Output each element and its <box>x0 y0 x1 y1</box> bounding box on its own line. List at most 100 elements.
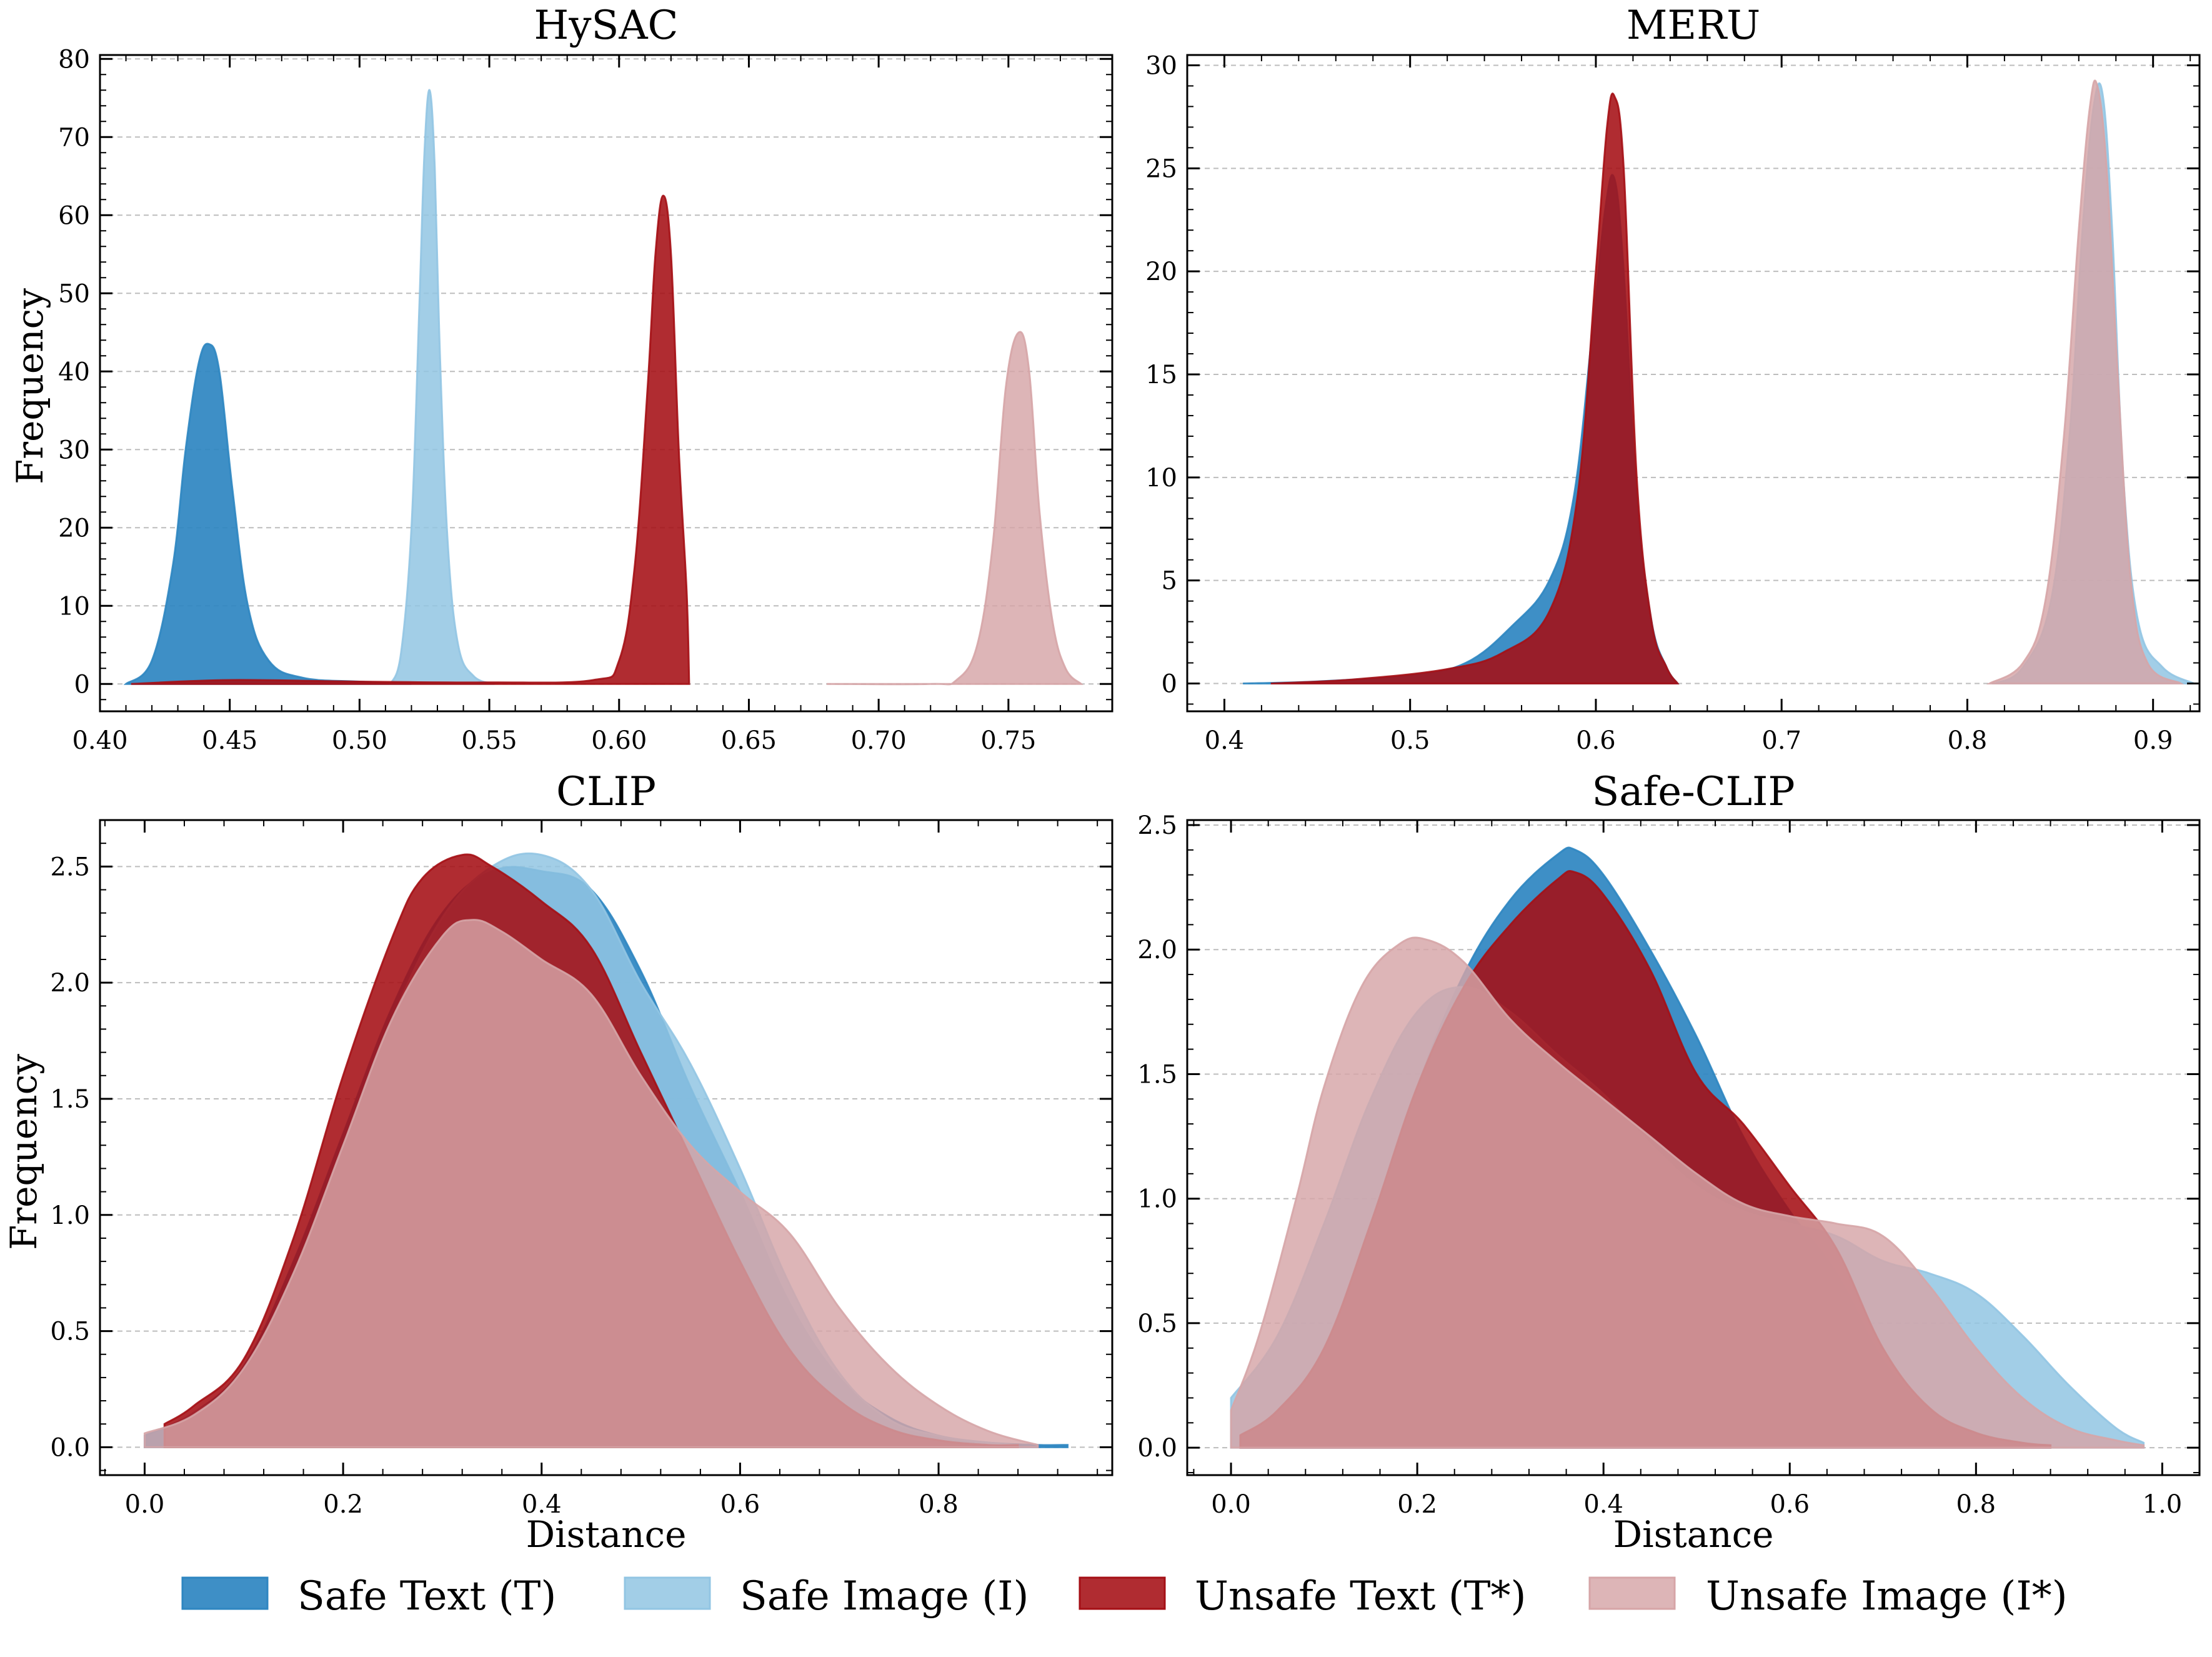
panel-title: HySAC <box>534 3 679 49</box>
y-tick-label: 30 <box>1145 51 1177 80</box>
axes-frame <box>1186 819 2201 1476</box>
panel-title: Safe-CLIP <box>1592 769 1795 815</box>
x-tick-label: 0.0 <box>125 1490 165 1519</box>
ticks <box>1187 55 2200 711</box>
x-tick-label: 0.6 <box>720 1490 760 1519</box>
legend-item: Unsafe Text (T*) <box>1079 1573 1526 1619</box>
ticks <box>100 819 1112 1475</box>
x-tick-label: 0.2 <box>1397 1490 1437 1519</box>
y-tick-label: 20 <box>58 514 90 543</box>
y-tick-label: 5 <box>1162 567 1177 596</box>
legend-swatch <box>1079 1576 1166 1610</box>
x-tick-label: 0.50 <box>332 726 387 755</box>
legend-label: Unsafe Image (I*) <box>1706 1573 2068 1619</box>
y-tick-label: 1.5 <box>50 1085 90 1114</box>
x-tick-label: 0.55 <box>462 726 517 755</box>
x-tick-label: 0.6 <box>1576 726 1616 755</box>
y-tick-label: 80 <box>58 45 90 74</box>
y-tick-label: 0 <box>1162 669 1177 698</box>
y-axis-label: Frequency <box>9 288 51 484</box>
axes-frame <box>99 819 1113 1476</box>
legend-item: Safe Image (I) <box>624 1573 1029 1619</box>
y-tick-label: 2.0 <box>50 969 90 998</box>
y-tick-label: 20 <box>1145 258 1177 286</box>
legend-label: Safe Text (T) <box>297 1573 556 1619</box>
x-tick-label: 0.70 <box>851 726 907 755</box>
y-tick-label: 40 <box>58 358 90 386</box>
density-area <box>389 89 495 685</box>
density-area <box>143 919 1039 1448</box>
legend-swatch <box>1588 1576 1676 1610</box>
legend-label: Safe Image (I) <box>740 1573 1029 1619</box>
x-tick-label: 0.2 <box>323 1490 363 1519</box>
y-tick-label: 0.0 <box>1137 1434 1177 1463</box>
panel-clip: CLIP Frequency Distance 0.0 0.2 0.4 0.6 0.80… <box>2 769 1113 1556</box>
y-tick-label: 15 <box>1145 361 1177 389</box>
legend-swatch <box>624 1576 711 1610</box>
legend-label: Unsafe Text (T*) <box>1195 1573 1526 1619</box>
legend-item: Safe Text (T) <box>181 1573 556 1619</box>
density-area <box>123 343 412 685</box>
x-tick-label: 0.8 <box>1956 1490 1996 1519</box>
y-axis-label: Frequency <box>2 1054 45 1250</box>
y-tick-label: 50 <box>58 279 90 308</box>
x-tick-label: 0.8 <box>919 1490 959 1519</box>
ticks <box>99 55 1113 711</box>
x-axis-label: Distance <box>526 1513 687 1556</box>
y-tick-label: 60 <box>58 201 90 230</box>
y-tick-label: 70 <box>58 123 90 152</box>
panel-safe-clip: Safe-CLIP Distance 0.0 0.2 0.4 0.6 0.8 1.00.0… <box>1137 769 2201 1556</box>
panel-hysac: HySAC Frequency 0.40 0.45 0.50 0.55 0.60 0.65… <box>9 3 1113 755</box>
axes-frame <box>1186 54 2201 713</box>
y-tick-label: 0.5 <box>50 1318 90 1346</box>
y-tick-label: 1.0 <box>1137 1185 1177 1214</box>
y-tick-label: 1.0 <box>50 1201 90 1230</box>
grid-lines <box>100 58 1112 685</box>
density-area <box>131 194 690 685</box>
y-tick-label: 2.5 <box>50 853 90 881</box>
tick-labels: 0.40 0.45 0.50 0.55 0.60 0.65 0.70 0.75 0 10 20 30 4… <box>58 45 1036 755</box>
y-tick-label: 10 <box>1145 464 1177 493</box>
y-tick-label: 1.5 <box>1137 1060 1177 1089</box>
data-areas <box>123 89 1084 686</box>
x-tick-label: 0.9 <box>2133 726 2173 755</box>
x-axis-label: Distance <box>1613 1513 1774 1556</box>
y-tick-label: 25 <box>1145 154 1177 183</box>
density-area <box>1230 936 2145 1449</box>
legend: Safe Text (T) Safe Image (I) Unsafe Text… <box>181 1573 2068 1619</box>
density-area <box>1986 79 2185 684</box>
x-tick-label: 0.75 <box>980 726 1036 755</box>
axes-frame <box>99 54 1113 713</box>
tick-labels: 0.4 0.5 0.6 0.7 0.8 0.9 0 5 10 15 20 25 30 <box>1145 51 2173 755</box>
x-tick-label: 0.8 <box>1948 726 1988 755</box>
legend-item: Unsafe Image (I*) <box>1588 1573 2068 1619</box>
y-tick-label: 0.5 <box>1137 1309 1177 1338</box>
panel-meru: MERU 0.4 0.5 0.6 0.7 0.8 0.9 0 5 10 15 20 25 30 <box>1145 3 2201 755</box>
data-areas <box>143 852 1069 1448</box>
density-area <box>827 331 1084 686</box>
data-areas <box>1230 846 2145 1449</box>
density-area <box>1270 93 1680 684</box>
x-tick-label: 0.40 <box>72 726 127 755</box>
panel-title: MERU <box>1627 3 1760 49</box>
x-tick-label: 0.4 <box>1583 1490 1623 1519</box>
tick-labels: 0.0 0.2 0.4 0.6 0.8 0.0 0.5 1.0 1.5 2.0 2.5 <box>50 853 958 1519</box>
x-tick-label: 1.0 <box>2143 1490 2183 1519</box>
x-tick-label: 0.45 <box>202 726 257 755</box>
y-tick-label: 0 <box>74 670 90 699</box>
y-tick-label: 30 <box>58 436 90 464</box>
x-tick-label: 0.0 <box>1211 1490 1251 1519</box>
x-tick-label: 0.4 <box>1205 726 1245 755</box>
y-tick-label: 2.0 <box>1137 936 1177 964</box>
x-tick-label: 0.5 <box>1390 726 1430 755</box>
x-tick-label: 0.6 <box>1770 1490 1810 1519</box>
tick-labels: 0.0 0.2 0.4 0.6 0.8 1.0 0.0 0.5 1.0 1.5 2.0 2.5 <box>1137 811 2182 1519</box>
ticks <box>1187 820 2200 1475</box>
y-tick-label: 2.5 <box>1137 811 1177 840</box>
data-areas <box>1243 79 2195 684</box>
x-tick-label: 0.65 <box>721 726 777 755</box>
x-tick-label: 0.7 <box>1761 726 1801 755</box>
legend-swatch <box>181 1576 269 1610</box>
x-tick-label: 0.4 <box>522 1490 562 1519</box>
